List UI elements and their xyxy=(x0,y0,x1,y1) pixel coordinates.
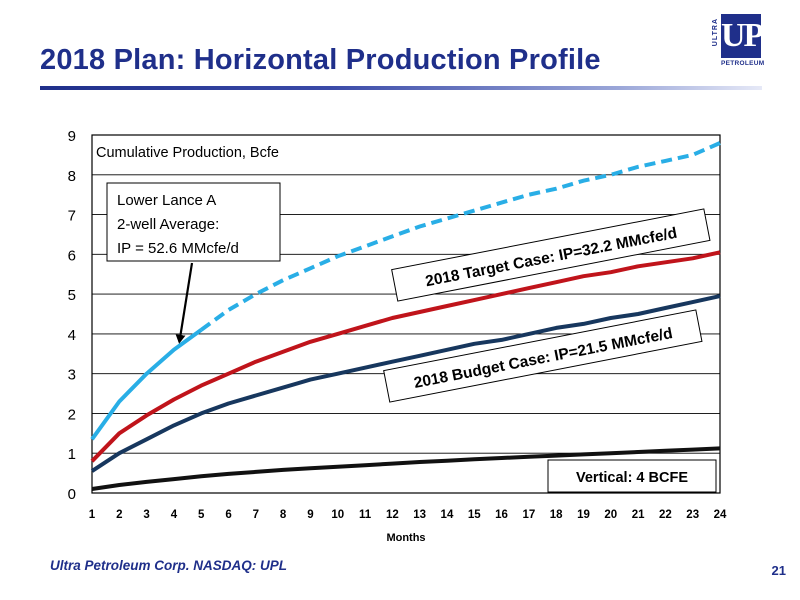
annotation-box xyxy=(383,309,703,403)
annotation-lower-lance: Lower Lance A 2-well Average: IP = 52.6 … xyxy=(106,182,281,344)
annotation-box xyxy=(547,459,717,493)
y-tick-label: 6 xyxy=(68,247,76,264)
x-tick-label: 21 xyxy=(632,509,645,521)
x-tick-label: 17 xyxy=(522,509,535,521)
x-tick-label: 15 xyxy=(468,509,481,521)
x-tick-label: 2 xyxy=(116,509,122,521)
x-tick-label: 18 xyxy=(550,509,563,521)
y-tick-label: 5 xyxy=(68,287,76,304)
x-tick-labels: 1 2 3 4 5 6 7 8 9 10 11 12 13 14 15 16 17 18 19 20 21 22 23 24 xyxy=(89,509,727,521)
series-line-dashed xyxy=(200,141,721,332)
x-tick-label: 8 xyxy=(280,509,287,521)
y-tick-label: 2 xyxy=(68,406,76,423)
annotation-box xyxy=(391,208,711,302)
y-tick-label: 1 xyxy=(68,446,76,463)
y-tick-label: 4 xyxy=(68,327,76,344)
series-line xyxy=(91,446,721,491)
y-tick-label: 7 xyxy=(68,208,76,225)
x-tick-label: 9 xyxy=(307,509,313,521)
annotation-line-1: Lower Lance A xyxy=(117,192,216,209)
annotation-line-3: IP = 52.6 MMcfe/d xyxy=(117,240,239,257)
annotation-arrow xyxy=(175,262,194,344)
x-tick-label: 13 xyxy=(413,509,426,521)
title-underline xyxy=(40,86,762,90)
series-line xyxy=(90,294,721,473)
x-tick-label: 5 xyxy=(198,509,205,521)
y-tick-label: 9 xyxy=(68,128,76,145)
x-tick-label: 16 xyxy=(495,509,508,521)
logo-main-text: UP xyxy=(721,14,764,58)
x-tick-label: 20 xyxy=(604,509,617,521)
x-tick-label: 24 xyxy=(714,509,727,521)
x-tick-label: 14 xyxy=(441,509,454,521)
x-tick-label: 19 xyxy=(577,509,590,521)
x-tick-label: 10 xyxy=(331,509,344,521)
y-tick-label: 8 xyxy=(68,168,76,185)
annotation-vertical: Vertical: 4 BCFE xyxy=(547,459,717,493)
y-tick-label: 0 xyxy=(68,486,76,503)
x-tick-label: 7 xyxy=(253,509,259,521)
y-tick-labels: 0 1 2 3 4 5 6 7 8 9 xyxy=(68,128,76,503)
chart-title: Cumulative Production, Bcfe xyxy=(96,145,279,161)
annotation-text: Vertical: 4 BCFE xyxy=(576,470,688,486)
x-tick-label: 6 xyxy=(225,509,231,521)
y-tick-label: 3 xyxy=(68,367,76,384)
ultra-petroleum-logo: ULTRA UP PETROLEUM xyxy=(712,12,765,74)
x-tick-label: 1 xyxy=(89,509,96,521)
footer-company: Ultra Petroleum Corp. NASDAQ: UPL xyxy=(50,558,288,573)
x-tick-label: 23 xyxy=(686,509,699,521)
x-axis-label: Months xyxy=(386,532,425,544)
annotation-line-2: 2-well Average: xyxy=(117,216,219,233)
page-number: 21 xyxy=(771,563,786,578)
logo-bottom-text: PETROLEUM xyxy=(721,60,765,67)
x-tick-label: 4 xyxy=(171,509,178,521)
x-tick-label: 12 xyxy=(386,509,399,521)
x-tick-label: 22 xyxy=(659,509,672,521)
x-tick-label: 11 xyxy=(359,509,372,521)
slide-title: 2018 Plan: Horizontal Production Profile xyxy=(40,44,601,76)
x-tick-label: 3 xyxy=(143,509,149,521)
annotation-box xyxy=(106,182,281,262)
series-line xyxy=(90,250,721,463)
